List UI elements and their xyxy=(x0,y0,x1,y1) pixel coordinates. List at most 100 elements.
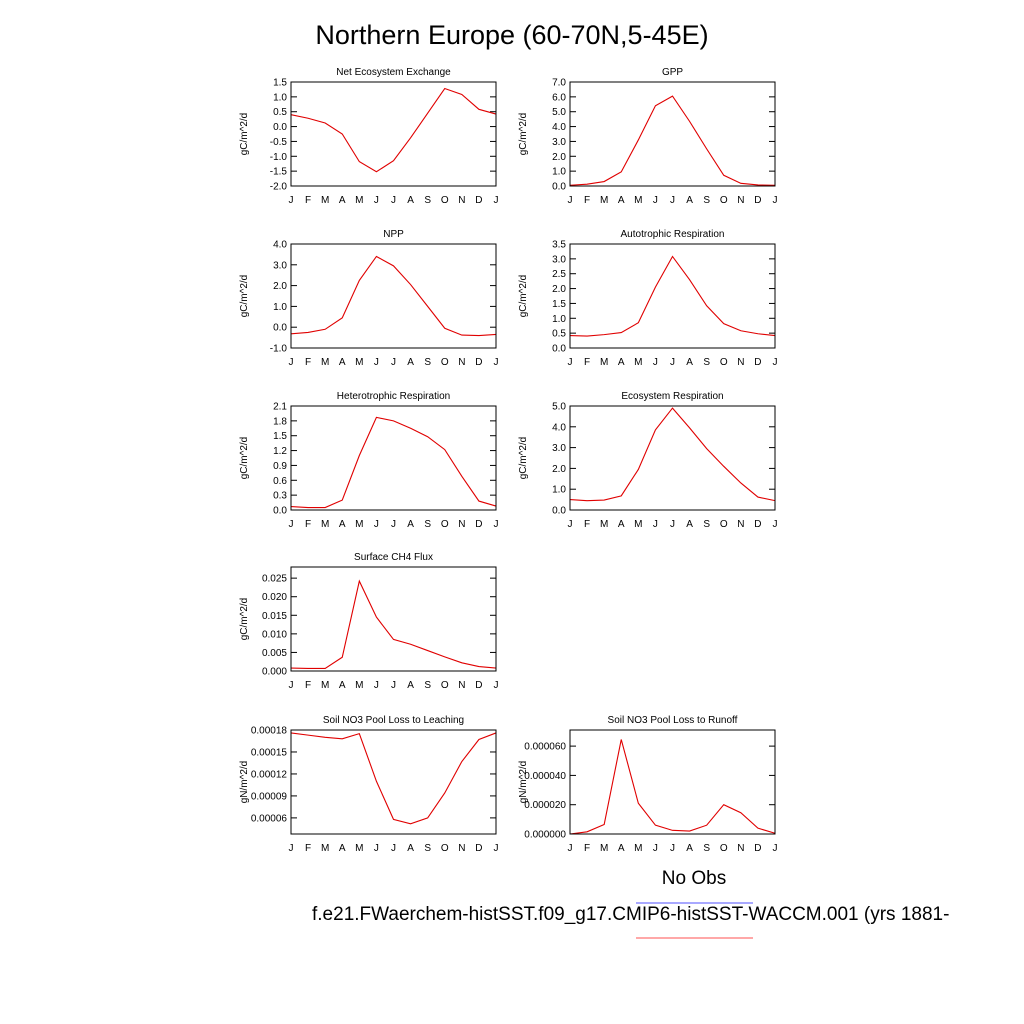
y-tick-label: 2.0 xyxy=(552,464,566,475)
x-tick-label: J xyxy=(494,195,499,206)
legend-label: f.e21.FWaerchem-histSST.f09_g17.CMIP6-hi… xyxy=(312,904,949,925)
panel: Net Ecosystem Exchange gC/m^2/d -2.0 -1.5 -1… xyxy=(239,67,499,206)
y-tick-label: 0.00012 xyxy=(251,769,288,780)
y-tick-label: 0.9 xyxy=(273,461,287,472)
x-tick-label: J xyxy=(773,195,778,206)
x-tick-label: A xyxy=(686,195,693,206)
x-tick-label: D xyxy=(754,357,761,368)
y-tick-label: 0.015 xyxy=(262,611,287,622)
x-tick-label: J xyxy=(773,519,778,530)
x-tick-label: A xyxy=(618,843,625,854)
plot-frame xyxy=(290,729,497,835)
y-tick-label: 2.0 xyxy=(552,284,566,295)
data-line xyxy=(569,95,776,186)
y-tick-label: 0.00006 xyxy=(251,813,288,824)
x-tick-label: S xyxy=(703,843,710,854)
x-tick-label: F xyxy=(305,519,311,530)
x-tick-label: J xyxy=(773,357,778,368)
x-tick-label: J xyxy=(374,843,379,854)
y-axis-label: gC/m^2/d xyxy=(518,437,529,480)
y-axis-label: gC/m^2/d xyxy=(239,437,250,480)
x-tick-label: A xyxy=(618,357,625,368)
x-tick-label: J xyxy=(374,680,379,691)
plot-frame xyxy=(290,81,497,187)
y-tick-label: 0.020 xyxy=(262,592,287,603)
x-tick-label: M xyxy=(321,357,329,368)
x-tick-label: M xyxy=(634,195,642,206)
panel-title: Soil NO3 Pool Loss to Leaching xyxy=(323,715,464,726)
x-tick-label: J xyxy=(494,357,499,368)
x-tick-label: S xyxy=(703,195,710,206)
y-tick-label: -1.0 xyxy=(270,152,288,163)
y-tick-label: 0.00015 xyxy=(251,747,288,758)
figure-title: Northern Europe (60-70N,5-45E) xyxy=(315,20,708,50)
y-tick-label: 3.0 xyxy=(552,254,566,265)
y-axis-label: gC/m^2/d xyxy=(518,113,529,156)
x-tick-label: A xyxy=(407,195,414,206)
data-line xyxy=(290,87,497,173)
plot-frame xyxy=(290,243,497,349)
x-tick-label: M xyxy=(355,843,363,854)
x-tick-label: S xyxy=(424,195,431,206)
x-tick-label: O xyxy=(441,357,449,368)
x-tick-label: F xyxy=(305,357,311,368)
y-tick-label: 0.000 xyxy=(262,667,287,678)
y-tick-label: 1.0 xyxy=(273,92,287,103)
y-tick-label: 6.0 xyxy=(552,92,566,103)
x-tick-label: N xyxy=(458,843,465,854)
x-tick-label: M xyxy=(355,680,363,691)
x-tick-label: J xyxy=(289,357,294,368)
x-tick-label: A xyxy=(686,519,693,530)
x-tick-label: J xyxy=(670,519,675,530)
x-tick-label: M xyxy=(355,357,363,368)
y-tick-label: 1.5 xyxy=(273,431,287,442)
x-tick-label: D xyxy=(754,519,761,530)
y-tick-label: 3.0 xyxy=(273,260,287,271)
x-tick-label: A xyxy=(618,519,625,530)
panel: Soil NO3 Pool Loss to RunoffgN/m^2/d0.00… xyxy=(518,715,778,854)
x-tick-label: A xyxy=(618,195,625,206)
y-tick-label: 2.5 xyxy=(552,269,566,280)
x-tick-label: O xyxy=(441,195,449,206)
x-tick-label: A xyxy=(339,357,346,368)
x-tick-label: J xyxy=(391,680,396,691)
data-line xyxy=(569,739,776,835)
y-tick-label: 2.0 xyxy=(552,152,566,163)
y-tick-label: 0.000020 xyxy=(524,800,566,811)
y-tick-label: 5.0 xyxy=(552,402,566,413)
panel: Surface CH4 Flux gC/m^2/d 0.000 0.005 0.010 0… xyxy=(239,552,499,691)
y-tick-label: 0.3 xyxy=(273,491,287,502)
y-tick-label: 4.0 xyxy=(273,240,287,251)
x-tick-label: O xyxy=(720,195,728,206)
x-tick-label: A xyxy=(339,519,346,530)
x-tick-label: J xyxy=(494,680,499,691)
x-tick-label: N xyxy=(458,519,465,530)
y-tick-label: 4.0 xyxy=(552,422,566,433)
y-tick-label: 1.8 xyxy=(273,416,287,427)
panel: Autotrophic Respiration gC/m^2/d 0.0 0.5 1.0… xyxy=(518,229,778,368)
x-tick-label: S xyxy=(424,680,431,691)
x-tick-label: J xyxy=(568,357,573,368)
x-tick-label: J xyxy=(289,680,294,691)
x-tick-label: O xyxy=(441,519,449,530)
x-tick-label: J xyxy=(494,519,499,530)
x-tick-label: O xyxy=(720,357,728,368)
x-tick-label: J xyxy=(670,195,675,206)
x-tick-label: D xyxy=(475,680,482,691)
y-tick-label: 1.2 xyxy=(273,446,287,457)
x-tick-label: M xyxy=(355,519,363,530)
x-tick-label: J xyxy=(494,843,499,854)
y-tick-label: -0.5 xyxy=(270,137,288,148)
y-tick-label: 0.0 xyxy=(552,506,566,517)
panel-title: Heterotrophic Respiration xyxy=(337,391,450,402)
x-tick-label: F xyxy=(584,195,590,206)
x-tick-label: J xyxy=(374,519,379,530)
data-line xyxy=(569,407,776,502)
y-tick-label: 0.5 xyxy=(552,329,566,340)
x-tick-label: J xyxy=(391,357,396,368)
y-tick-label: 2.0 xyxy=(273,281,287,292)
x-tick-label: F xyxy=(584,519,590,530)
y-axis-label: gC/m^2/d xyxy=(239,113,250,156)
x-tick-label: N xyxy=(737,195,744,206)
